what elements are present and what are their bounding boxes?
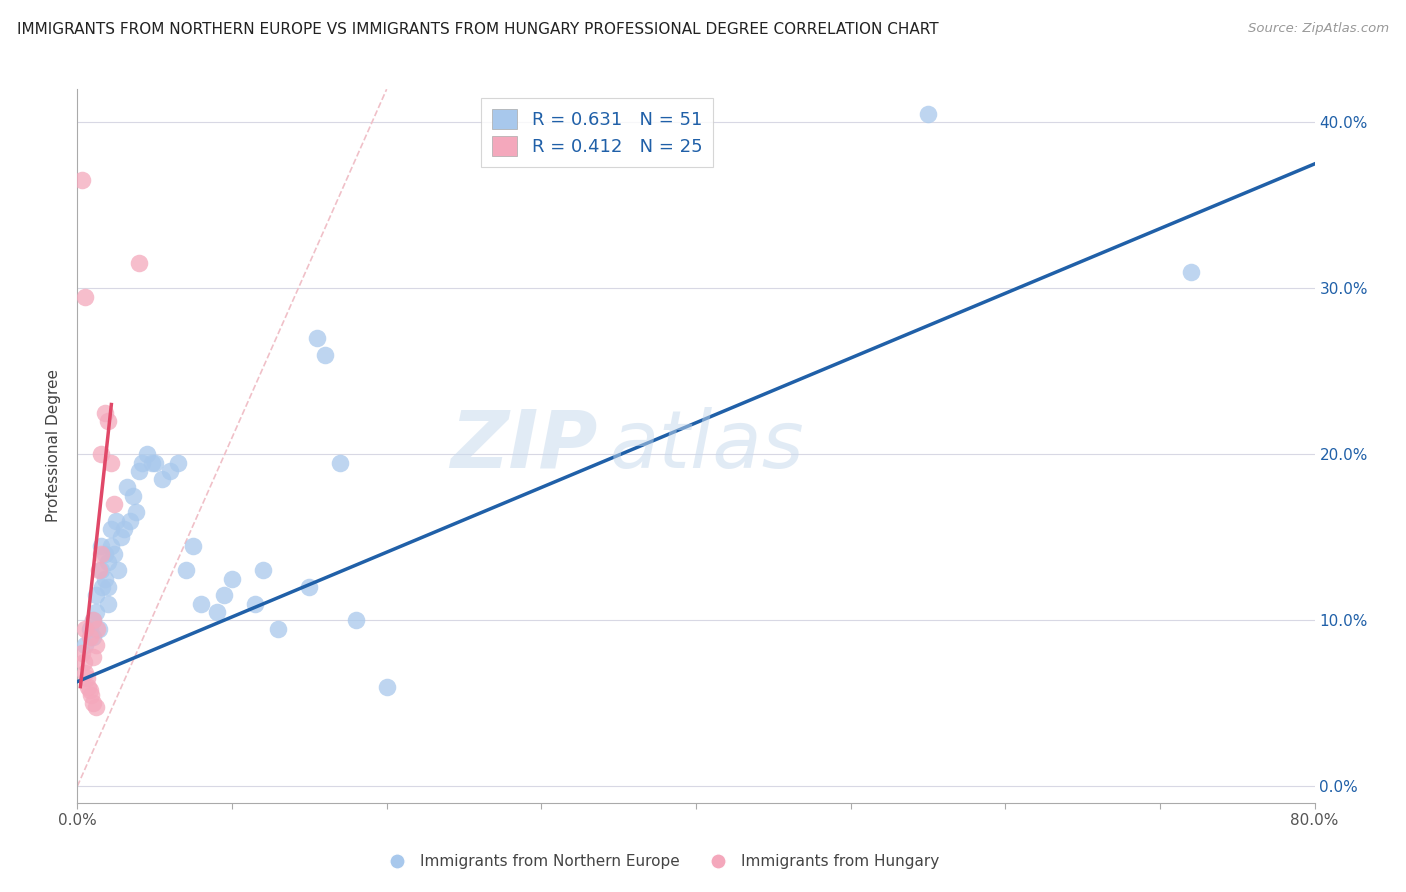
Point — [107, 564, 129, 578]
Point — [118, 514, 141, 528]
Point — [112, 522, 135, 536]
Point — [100, 539, 122, 553]
Point — [917, 107, 939, 121]
Point — [100, 456, 122, 470]
Point — [94, 406, 117, 420]
Point — [136, 447, 159, 461]
Point — [221, 572, 243, 586]
Point — [122, 489, 145, 503]
Point — [82, 613, 104, 627]
Point — [128, 464, 150, 478]
Point — [344, 613, 367, 627]
Point — [84, 605, 107, 619]
Point — [131, 456, 153, 470]
Point — [72, 655, 94, 669]
Point — [125, 505, 148, 519]
Text: Source: ZipAtlas.com: Source: ZipAtlas.com — [1249, 22, 1389, 36]
Point — [314, 348, 336, 362]
Point — [183, 539, 205, 553]
Legend: R = 0.631   N = 51, R = 0.412   N = 25: R = 0.631 N = 51, R = 0.412 N = 25 — [481, 98, 713, 167]
Point — [94, 547, 117, 561]
Point — [110, 530, 132, 544]
Point — [84, 638, 107, 652]
Point — [375, 680, 398, 694]
Point — [80, 688, 103, 702]
Point — [115, 481, 138, 495]
Point — [84, 588, 107, 602]
Point — [90, 447, 112, 461]
Point — [141, 456, 163, 470]
Point — [143, 456, 166, 470]
Point — [103, 547, 125, 561]
Point — [79, 622, 101, 636]
Point — [84, 699, 107, 714]
Point — [97, 580, 120, 594]
Point — [298, 580, 321, 594]
Point — [90, 564, 112, 578]
Point — [90, 539, 112, 553]
Point — [77, 680, 100, 694]
Point — [205, 605, 228, 619]
Y-axis label: Professional Degree: Professional Degree — [46, 369, 62, 523]
Point — [75, 622, 96, 636]
Point — [97, 555, 120, 569]
Point — [167, 456, 190, 470]
Text: IMMIGRANTS FROM NORTHERN EUROPE VS IMMIGRANTS FROM HUNGARY PROFESSIONAL DEGREE C: IMMIGRANTS FROM NORTHERN EUROPE VS IMMIG… — [17, 22, 938, 37]
Point — [128, 256, 150, 270]
Point — [82, 613, 104, 627]
Point — [82, 649, 104, 664]
Point — [90, 547, 112, 561]
Point — [94, 572, 117, 586]
Point — [82, 630, 104, 644]
Point — [307, 331, 329, 345]
Point — [82, 696, 104, 710]
Text: atlas: atlas — [609, 407, 804, 485]
Point — [100, 522, 122, 536]
Point — [1180, 265, 1202, 279]
Text: ZIP: ZIP — [450, 407, 598, 485]
Point — [75, 666, 96, 681]
Point — [70, 173, 93, 187]
Point — [174, 564, 197, 578]
Point — [97, 597, 120, 611]
Point — [75, 638, 96, 652]
Point — [152, 472, 174, 486]
Point — [97, 414, 120, 428]
Point — [86, 622, 108, 636]
Point — [267, 622, 290, 636]
Point — [76, 671, 98, 685]
Point — [79, 682, 101, 697]
Point — [105, 514, 128, 528]
Point — [87, 622, 110, 636]
Point — [252, 564, 274, 578]
Point — [75, 290, 96, 304]
Point — [190, 597, 212, 611]
Point — [91, 580, 114, 594]
Legend: Immigrants from Northern Europe, Immigrants from Hungary: Immigrants from Northern Europe, Immigra… — [375, 848, 946, 875]
Point — [70, 647, 93, 661]
Point — [329, 456, 352, 470]
Point — [159, 464, 181, 478]
Point — [79, 630, 101, 644]
Point — [103, 497, 125, 511]
Point — [87, 564, 110, 578]
Point — [214, 588, 236, 602]
Point — [245, 597, 267, 611]
